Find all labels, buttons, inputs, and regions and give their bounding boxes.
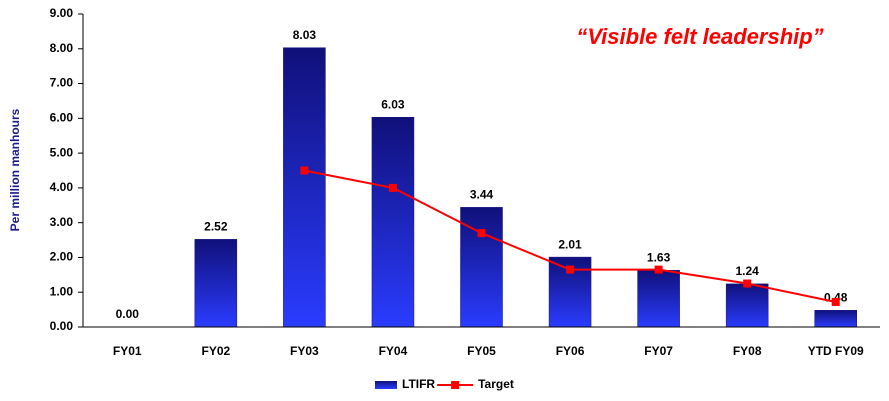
- annotation: “Visible felt leadership”: [576, 24, 823, 49]
- legend-marker: [451, 381, 460, 389]
- x-tick-label: FY07: [644, 344, 673, 358]
- x-tick-label: FY04: [379, 344, 408, 358]
- data-label: 2.01: [558, 237, 582, 251]
- data-label: 3.44: [470, 188, 494, 202]
- bar: [194, 239, 238, 328]
- target-marker: [477, 229, 486, 238]
- target-marker: [654, 265, 663, 274]
- x-tick-label: YTD FY09: [808, 344, 864, 358]
- data-label: 1.63: [647, 250, 671, 264]
- y-tick-label: 8.00: [50, 41, 74, 55]
- target-marker: [300, 166, 309, 175]
- target-marker: [831, 297, 840, 306]
- data-label: 6.03: [381, 97, 405, 111]
- x-tick-label: FY02: [201, 344, 230, 358]
- target-marker: [566, 265, 575, 274]
- bar: [725, 283, 769, 328]
- legend-label: LTIFR: [402, 377, 435, 391]
- data-label: 1.24: [735, 264, 759, 278]
- data-label: 0.00: [116, 307, 140, 321]
- y-tick-label: 2.00: [50, 250, 74, 264]
- legend-label: Target: [478, 377, 514, 391]
- data-label: 2.52: [204, 220, 228, 234]
- y-tick-label: 0.00: [50, 319, 74, 333]
- x-tick-label: FY08: [733, 344, 762, 358]
- bar: [460, 207, 503, 328]
- legend-swatch: [375, 381, 397, 389]
- y-tick-label: 4.00: [50, 180, 74, 194]
- y-tick-label: 7.00: [50, 76, 74, 90]
- x-tick-label: FY01: [113, 344, 142, 358]
- y-tick-label: 5.00: [50, 145, 74, 159]
- y-tick-label: 9.00: [50, 6, 74, 20]
- bar: [371, 117, 415, 328]
- bar: [283, 47, 326, 328]
- x-tick-label: FY06: [556, 344, 585, 358]
- target-marker: [388, 183, 397, 192]
- y-tick-label: 1.00: [50, 284, 74, 298]
- x-tick-label: FY05: [467, 344, 496, 358]
- bar: [814, 310, 857, 328]
- target-marker: [743, 279, 752, 288]
- y-tick-label: 3.00: [50, 215, 74, 229]
- x-tick-label: FY03: [290, 344, 319, 358]
- bar: [637, 270, 680, 328]
- y-tick-label: 6.00: [50, 111, 74, 125]
- data-label: 8.03: [293, 28, 317, 42]
- y-axis-label: Per million manhours: [8, 108, 22, 231]
